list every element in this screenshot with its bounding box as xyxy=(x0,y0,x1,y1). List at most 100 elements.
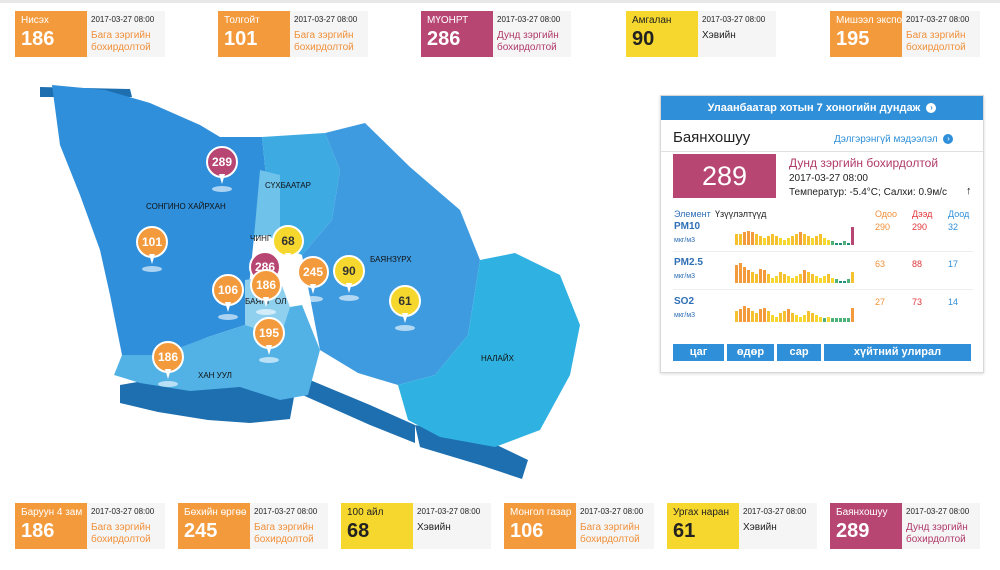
period-cold-season-button[interactable]: хүйтний улирал xyxy=(824,344,971,361)
spark-bar xyxy=(763,307,766,322)
more-info-label: Дэлгэрэнгүй мэдээлэл xyxy=(834,134,938,145)
spark-bar xyxy=(779,237,782,245)
pollutant-name: SO2 xyxy=(674,296,695,307)
station-card-bukhiin-urguu[interactable]: Бөхийн өргөө 245 2017-03-27 08:00 Бага з… xyxy=(178,503,328,549)
more-info-link[interactable]: Дэлгэрэнгүй мэдээлэл › xyxy=(834,134,954,145)
value-min: 32 xyxy=(948,222,959,232)
spark-bar xyxy=(803,314,806,322)
district-bayanzurkh[interactable] xyxy=(302,123,480,385)
pin-shadow xyxy=(278,265,298,271)
spark-bar xyxy=(783,311,786,322)
value-now: 290 xyxy=(875,222,891,232)
district-map[interactable]: СҮХБААТАР СОНГИНО ХАЙРХАН ЧИНГ БАЯНЗҮРХ … xyxy=(40,75,600,495)
map-pin[interactable]: 245 xyxy=(297,256,329,304)
spark-bar xyxy=(831,277,834,283)
spark-bar xyxy=(851,272,854,283)
station-card-urgakh-naran[interactable]: Ургах наран 61 2017-03-27 08:00 Хэвийн xyxy=(667,503,817,549)
station-card-misheel-expo[interactable]: Мишээл экспо 195 2017-03-27 08:00 Бага з… xyxy=(830,11,980,57)
station-name: Амгалан xyxy=(632,15,672,26)
value-max: 73 xyxy=(912,297,923,307)
station-card-nisekh[interactable]: Нисэх 186 2017-03-27 08:00 Бага зэргийн … xyxy=(15,11,165,57)
map-pin[interactable]: 106 xyxy=(212,274,244,322)
aqi-value: 61 xyxy=(673,520,696,542)
status-text: Бага зэргийн бохирдолтой xyxy=(91,30,151,53)
spark-bar xyxy=(771,234,774,245)
station-card-baruun-4-zam[interactable]: Баруун 4 зам 186 2017-03-27 08:00 Бага з… xyxy=(15,503,165,549)
aqi-box: Нисэх 186 xyxy=(15,11,87,57)
spark-bar xyxy=(795,234,798,245)
map-pin[interactable]: 186 xyxy=(250,269,282,317)
col-header-element: Элемент xyxy=(674,209,711,219)
aqi-value: 106 xyxy=(510,520,544,542)
pollutant-name: PM2.5 xyxy=(674,257,703,268)
aqi-value: 186 xyxy=(21,520,55,542)
spark-bar xyxy=(739,309,742,322)
map-pin[interactable]: 90 xyxy=(333,255,365,303)
map-pin[interactable]: 61 xyxy=(389,285,421,333)
aqi-value: 245 xyxy=(184,520,218,542)
station-card-muonrt[interactable]: МҮОНРТ 286 2017-03-27 08:00 Дунд зэргийн… xyxy=(421,11,571,57)
spark-bar xyxy=(767,311,770,322)
map-pin[interactable]: 195 xyxy=(253,317,285,365)
spark-bar xyxy=(779,272,782,283)
weekly-average-header[interactable]: Улаанбаатар хотын 7 хоногийн дундаж › xyxy=(661,96,983,120)
spark-bar xyxy=(747,307,750,322)
pin-shadow xyxy=(142,266,162,272)
pin-value: 289 xyxy=(206,146,238,178)
wind-direction-icon: ↑ xyxy=(966,185,972,197)
status-text: Бага зэргийн бохирдолтой xyxy=(91,522,151,545)
spark-bar xyxy=(735,265,738,283)
spark-bar xyxy=(771,277,774,283)
district-sukhbaatar[interactable] xyxy=(262,133,340,255)
spark-bar xyxy=(739,234,742,245)
spark-bar xyxy=(847,318,850,322)
period-day-button[interactable]: өдөр xyxy=(727,344,774,361)
spark-bar xyxy=(747,230,750,245)
district-chingeltei[interactable] xyxy=(254,170,280,245)
pin-value: 101 xyxy=(136,226,168,258)
pin-shadow xyxy=(218,314,238,320)
station-card-100-ail[interactable]: 100 айл 68 2017-03-27 08:00 Хэвийн xyxy=(341,503,491,549)
station-card-mongol-gazar[interactable]: Монгол газар 106 2017-03-27 08:00 Бага з… xyxy=(504,503,654,549)
col-header-min: Доод xyxy=(948,209,970,219)
pin-shadow xyxy=(158,381,178,387)
spark-bar xyxy=(851,227,854,245)
status-text: Бага зэргийн бохирдолтой xyxy=(906,30,966,53)
station-card-tolgoit[interactable]: Толгойт 101 2017-03-27 08:00 Бага зэргий… xyxy=(218,11,368,57)
map-pin[interactable]: 186 xyxy=(152,341,184,389)
spark-bar xyxy=(739,263,742,283)
district-nalaikh[interactable] xyxy=(398,253,580,447)
station-card-bayankhoshuu[interactable]: Баянхошуу 289 2017-03-27 08:00 Дунд зэрг… xyxy=(830,503,980,549)
pin-shadow xyxy=(339,295,359,301)
period-hour-button[interactable]: цаг xyxy=(673,344,724,361)
spark-bar xyxy=(811,274,814,283)
spark-bar xyxy=(755,234,758,245)
spark-bar xyxy=(835,279,838,283)
pollutant-unit: мкг/м3 xyxy=(674,312,696,319)
period-month-button[interactable]: сар xyxy=(777,344,821,361)
map-pin[interactable]: 68 xyxy=(272,225,304,273)
pin-shadow xyxy=(212,186,232,192)
spark-bar xyxy=(807,311,810,322)
pin-tail xyxy=(165,369,171,379)
spark-bar xyxy=(791,236,794,245)
col-header-max: Дээд xyxy=(912,209,933,219)
pollutant-unit: мкг/м3 xyxy=(674,273,696,280)
status-text: Бага зэргийн бохирдолтой xyxy=(294,30,354,53)
spark-bar xyxy=(767,236,770,245)
map-pin[interactable]: 101 xyxy=(136,226,168,274)
map-pin[interactable]: 289 xyxy=(206,146,238,194)
pin-tail xyxy=(402,313,408,323)
spark-bar xyxy=(787,237,790,245)
spark-bar xyxy=(815,314,818,322)
spark-bar xyxy=(823,318,826,322)
spark-bar xyxy=(815,275,818,283)
aqi-value: 68 xyxy=(347,520,370,542)
station-card-amgalan[interactable]: Амгалан 90 2017-03-27 08:00 Хэвийн xyxy=(626,11,776,57)
aqi-box: Монгол газар 106 xyxy=(504,503,576,549)
spark-bar xyxy=(835,243,838,245)
pin-tail xyxy=(346,283,352,293)
district-label-sukhbaatar: СҮХБААТАР xyxy=(265,181,311,190)
district-label-chingeltei: ЧИНГ xyxy=(250,234,272,243)
spark-bar xyxy=(787,275,790,283)
